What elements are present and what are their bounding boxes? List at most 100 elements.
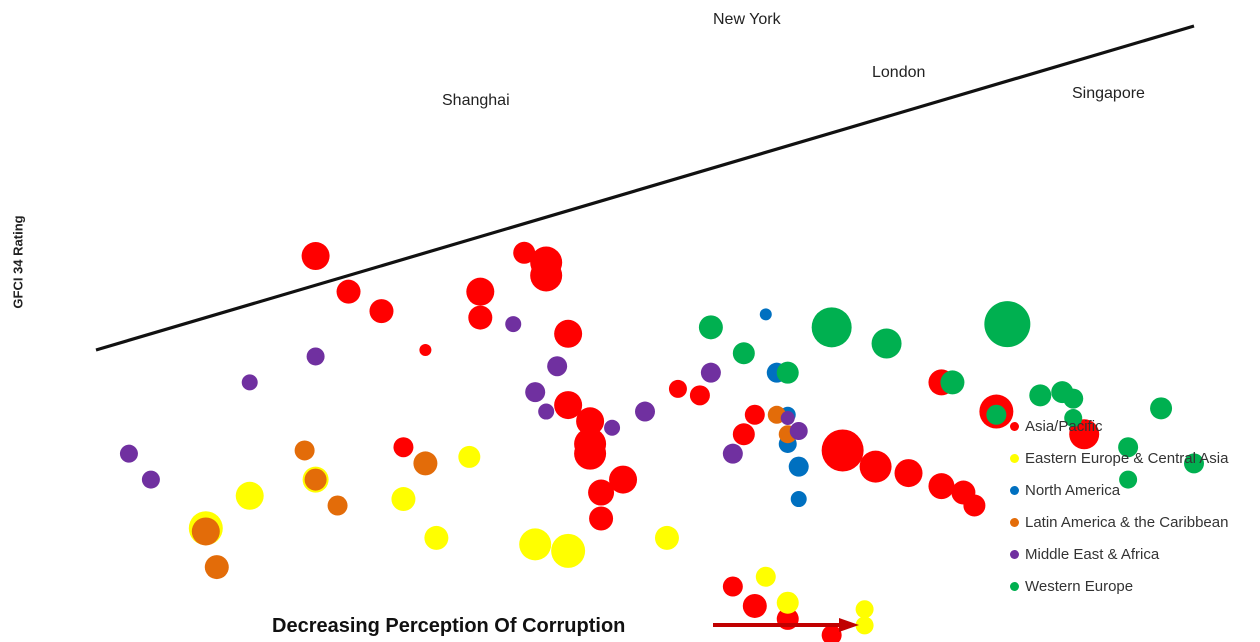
data-point-middle-east-africa-4 xyxy=(505,316,522,333)
data-point-western-europe-7 xyxy=(984,301,1031,348)
data-point-asia-pacific-2 xyxy=(369,299,394,324)
data-point-latin-america-the-caribbean-2 xyxy=(294,440,315,461)
data-point-western-europe-14 xyxy=(1150,397,1173,420)
data-point-eastern-europe-central-asia-6 xyxy=(519,528,552,561)
data-point-asia-pacific-28 xyxy=(722,576,743,597)
legend-swatch xyxy=(1010,581,1019,591)
legend-item-western-europe: Western Europe xyxy=(1010,570,1260,602)
data-point-eastern-europe-central-asia-7 xyxy=(551,533,586,568)
data-point-western-europe-4 xyxy=(871,328,902,359)
data-point-asia-pacific-31 xyxy=(821,625,842,642)
data-point-latin-america-the-caribbean-0 xyxy=(191,517,220,546)
data-point-western-europe-12 xyxy=(1118,437,1139,458)
data-point-asia-pacific-17 xyxy=(589,506,614,531)
data-point-asia-pacific-4 xyxy=(393,437,414,458)
data-point-asia-pacific-34 xyxy=(1069,419,1100,450)
arrow-right-icon xyxy=(713,618,859,632)
annotation-new-york: New York xyxy=(713,11,782,28)
data-point-asia-pacific-24 xyxy=(894,459,923,488)
legend-item-middle-east-africa: Middle East & Africa xyxy=(1010,538,1260,570)
data-point-western-europe-0 xyxy=(698,315,723,340)
data-point-eastern-europe-central-asia-12 xyxy=(855,616,874,635)
data-point-asia-pacific-21 xyxy=(732,423,755,446)
data-point-western-europe-15 xyxy=(1184,453,1204,474)
data-point-middle-east-africa-12 xyxy=(780,411,795,426)
data-point-western-europe-3 xyxy=(811,307,852,348)
data-point-eastern-europe-central-asia-1 xyxy=(235,481,264,510)
data-point-middle-east-africa-9 xyxy=(635,401,655,422)
legend-label: North America xyxy=(1025,481,1121,499)
data-point-asia-pacific-12 xyxy=(576,407,605,436)
data-point-middle-east-africa-5 xyxy=(525,382,546,403)
data-points xyxy=(119,241,1204,642)
data-point-asia-pacific-18 xyxy=(689,385,710,406)
data-point-asia-pacific-23 xyxy=(859,450,892,483)
annotation-shanghai: Shanghai xyxy=(442,92,510,109)
data-point-middle-east-africa-3 xyxy=(306,347,325,366)
data-point-latin-america-the-caribbean-1 xyxy=(204,555,229,580)
data-point-asia-pacific-11 xyxy=(554,391,583,420)
legend-item-north-america: North America xyxy=(1010,474,1260,506)
data-point-eastern-europe-central-asia-3 xyxy=(391,487,416,512)
annotation-london: London xyxy=(872,64,925,81)
data-point-asia-pacific-20 xyxy=(744,404,765,425)
data-point-north-america-5 xyxy=(790,491,807,508)
data-point-asia-pacific-29 xyxy=(742,593,767,618)
data-point-eastern-europe-central-asia-11 xyxy=(855,600,874,619)
legend-label: Eastern Europe & Central Asia xyxy=(1025,449,1229,467)
data-point-asia-pacific-19 xyxy=(668,379,687,398)
legend-label: Western Europe xyxy=(1025,577,1134,595)
legend-item-eastern-europe-central-asia: Eastern Europe & Central Asia xyxy=(1010,442,1260,474)
data-point-asia-pacific-0 xyxy=(301,242,330,271)
legend-item-asia-pacific: Asia/Pacific xyxy=(1010,410,1260,442)
y-axis-label-container: GFCI 34 Rating xyxy=(0,0,36,642)
data-point-western-europe-10 xyxy=(1063,388,1084,409)
data-point-eastern-europe-central-asia-8 xyxy=(654,525,679,550)
x-axis-label: Decreasing Perception Of Corruption xyxy=(272,615,626,637)
data-point-asia-pacific-1 xyxy=(336,279,361,304)
legend-swatch xyxy=(1010,485,1019,495)
data-point-asia-pacific-9 xyxy=(530,246,563,279)
data-point-eastern-europe-central-asia-9 xyxy=(755,566,776,587)
data-point-asia-pacific-3 xyxy=(419,344,432,356)
data-point-middle-east-africa-2 xyxy=(241,374,258,391)
data-point-asia-pacific-22 xyxy=(821,429,864,472)
data-point-north-america-4 xyxy=(788,456,809,477)
trend-line xyxy=(95,24,1195,352)
data-point-asia-pacific-16 xyxy=(588,479,615,506)
data-point-middle-east-africa-8 xyxy=(604,419,621,436)
data-point-western-europe-8 xyxy=(1029,384,1052,407)
legend: Asia/Pacific Eastern Europe & Central Asi… xyxy=(1010,410,1260,602)
data-point-asia-pacific-27 xyxy=(963,494,986,517)
data-point-middle-east-africa-13 xyxy=(789,422,808,440)
data-point-asia-pacific-25 xyxy=(928,473,955,500)
data-point-asia-pacific-10 xyxy=(554,319,583,348)
data-point-western-europe-5 xyxy=(940,370,965,395)
annotation-singapore: Singapore xyxy=(1072,85,1145,102)
data-point-latin-america-the-caribbean-4 xyxy=(327,495,348,516)
legend-swatch xyxy=(1010,549,1019,559)
data-point-middle-east-africa-11 xyxy=(722,443,743,464)
data-point-middle-east-africa-0 xyxy=(119,444,138,463)
data-point-western-europe-11 xyxy=(1064,409,1083,428)
legend-label: Latin America & the Caribbean xyxy=(1025,513,1229,531)
data-point-western-europe-2 xyxy=(776,361,799,384)
data-point-middle-east-africa-6 xyxy=(538,403,555,420)
data-point-north-america-0 xyxy=(759,308,772,321)
legend-swatch xyxy=(1010,421,1019,431)
legend-swatch xyxy=(1010,517,1019,527)
data-point-western-europe-6 xyxy=(986,404,1007,425)
data-point-asia-pacific-15 xyxy=(574,437,607,470)
data-point-western-europe-1 xyxy=(732,342,755,365)
legend-item-latin-america-the-caribbean: Latin America & the Caribbean xyxy=(1010,506,1260,538)
legend-label: Middle East & Africa xyxy=(1025,545,1160,563)
legend-label: Asia/Pacific xyxy=(1025,417,1103,435)
data-point-asia-pacific-7 xyxy=(513,241,536,264)
data-point-asia-pacific-6 xyxy=(468,305,493,330)
legend-swatch xyxy=(1010,453,1019,463)
data-point-middle-east-africa-10 xyxy=(700,362,721,383)
data-point-latin-america-the-caribbean-5 xyxy=(413,451,438,476)
data-point-asia-pacific-14 xyxy=(609,465,638,494)
data-point-eastern-europe-central-asia-10 xyxy=(776,591,799,614)
